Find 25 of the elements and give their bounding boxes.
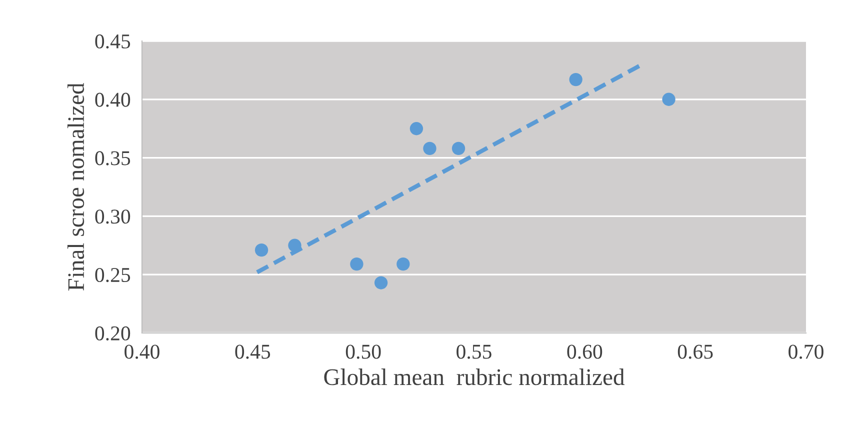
point bbox=[410, 122, 424, 136]
x-tick-label: 0.40 bbox=[124, 344, 160, 359]
point bbox=[423, 142, 436, 156]
y-axis-title: Final scroe nomalized bbox=[67, 83, 84, 291]
y-tick-label: 0.30 bbox=[95, 210, 130, 224]
y-tick-label: 0.25 bbox=[95, 268, 130, 282]
point bbox=[374, 276, 388, 290]
x-tick-label: 0.45 bbox=[235, 344, 270, 359]
y-tick-label: 0.20 bbox=[95, 326, 130, 341]
y-tick-label: 0.40 bbox=[95, 92, 130, 107]
point bbox=[662, 92, 676, 106]
x-tick-label: 0.65 bbox=[678, 344, 713, 359]
x-tick-label: 0.50 bbox=[346, 344, 381, 359]
x-tick-label: 0.60 bbox=[567, 344, 602, 359]
point bbox=[350, 258, 364, 271]
x-tick-label: 0.70 bbox=[788, 344, 824, 359]
x-axis-title: Global mean rubric normalized bbox=[324, 368, 624, 386]
point bbox=[396, 258, 410, 271]
x-tick-label: 0.55 bbox=[456, 344, 492, 359]
y-tick-label: 0.35 bbox=[95, 151, 130, 166]
point bbox=[452, 142, 466, 156]
point bbox=[254, 243, 268, 257]
point bbox=[569, 72, 582, 86]
y-tick-label: 0.45 bbox=[95, 34, 130, 49]
point bbox=[288, 238, 302, 252]
